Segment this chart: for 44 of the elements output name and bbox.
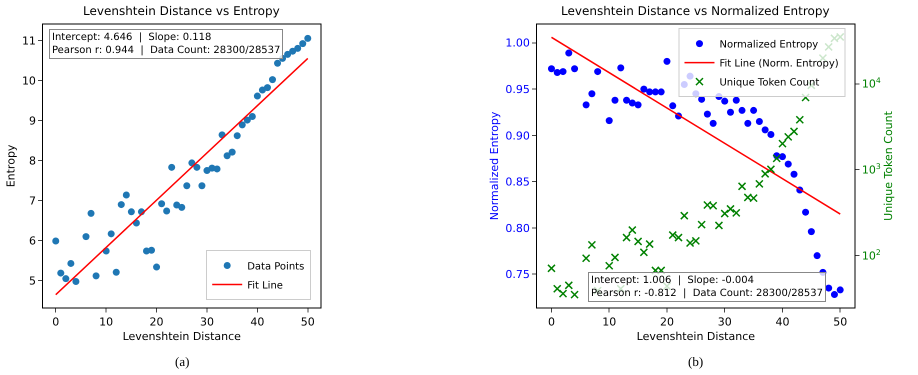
y-tick-label: 11 bbox=[22, 34, 36, 48]
y2-tick-label: 10$^{3}$ bbox=[862, 162, 881, 177]
chart-title: Levenshtein Distance vs Normalized Entropy bbox=[561, 4, 830, 18]
x-tick-label: 30 bbox=[200, 316, 214, 329]
x-tick-label: 20 bbox=[660, 316, 674, 329]
y-tick-label: 0.80 bbox=[505, 222, 530, 235]
y2-tick-label: 10$^{2}$ bbox=[862, 248, 881, 262]
legend-label: Fit Line bbox=[247, 280, 283, 292]
x-tick-label: 10 bbox=[99, 316, 114, 329]
legend-label: Data Points bbox=[247, 261, 304, 272]
x-tick-label: 40 bbox=[775, 316, 790, 329]
y2-tick-label: 10$^{4}$ bbox=[862, 76, 881, 91]
annotation: Intercept: 1.006 | Slope: -0.004 Pearson r: -0.812 | Data Count: 28300/28537 bbox=[591, 275, 824, 299]
legend-label: Normalized Entropy bbox=[719, 40, 818, 51]
y-tick-label: 0.90 bbox=[505, 129, 530, 142]
y-axis-title: Entropy bbox=[4, 144, 18, 188]
y-axis-title: Normalized Entropy bbox=[488, 111, 501, 220]
y-tick-label: 9 bbox=[28, 114, 36, 128]
x-axis-title: Levenshtein Distance bbox=[122, 330, 242, 343]
y-tick-label: 5 bbox=[28, 274, 36, 288]
y-tick-label: 0.85 bbox=[505, 176, 530, 189]
x-tick-label: 40 bbox=[250, 316, 264, 329]
y2-axis-title: Unique Token Count bbox=[882, 110, 896, 221]
x-tick-label: 50 bbox=[300, 316, 315, 329]
y-tick-label: 10 bbox=[22, 74, 36, 88]
y-tick-label: 0.95 bbox=[505, 82, 530, 96]
y-tick-label: 8 bbox=[28, 154, 36, 168]
x-tick-label: 20 bbox=[150, 316, 164, 329]
x-tick-label: 30 bbox=[718, 316, 732, 329]
text: (b) bbox=[688, 354, 704, 369]
y-tick-label: 7 bbox=[28, 194, 36, 208]
legend-label: Fit Line (Norm. Entropy) bbox=[719, 58, 839, 70]
x-tick-label: 50 bbox=[833, 316, 848, 329]
y-tick-label: 1.00 bbox=[505, 36, 530, 50]
chart-title: Levenshtein Distance vs Entropy bbox=[83, 4, 280, 18]
x-tick-label: 10 bbox=[602, 316, 616, 329]
y-tick-label: 0.75 bbox=[505, 268, 530, 282]
legend-label: Unique Token Count bbox=[719, 78, 820, 89]
annotation: Intercept: 4.646 | Slope: 0.118 Pearson r: 0.944 | Data Count: 28300/28537 bbox=[52, 32, 280, 56]
y-tick-label: 6 bbox=[28, 234, 36, 248]
x-axis-title: Levenshtein Distance bbox=[636, 330, 756, 343]
x-tick-label: 0 bbox=[52, 316, 60, 329]
x-tick-label: 0 bbox=[548, 316, 555, 329]
text: (a) bbox=[175, 354, 190, 369]
